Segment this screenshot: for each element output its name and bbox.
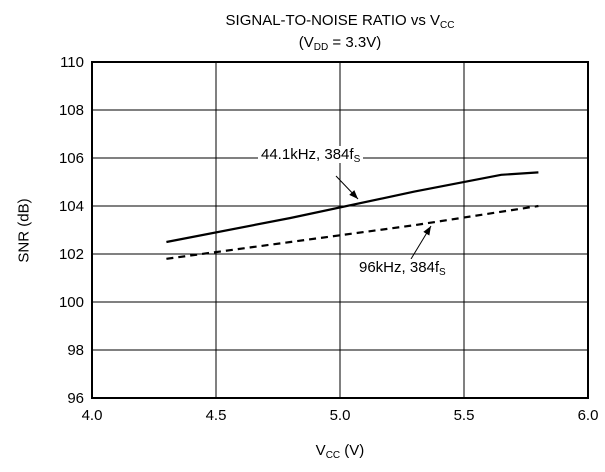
y-tick-label-1: 98	[67, 342, 84, 359]
series-label-96k: 96kHz, 384fS	[356, 259, 449, 278]
y-tick-label-5: 106	[59, 150, 84, 167]
chart-subtitle: (VDD = 3.3V)	[298, 34, 382, 53]
y-tick-label-6: 108	[59, 102, 84, 119]
series-label-44k: 44.1kHz, 384fS	[258, 146, 364, 165]
x-tick-label-4: 6.0	[578, 407, 599, 424]
chart-title: SIGNAL-TO-NOISE RATIO vs VCC	[225, 12, 455, 31]
y-tick-labels: 96 98 100 102 104 106 108 110	[59, 54, 84, 407]
y-tick-label-0: 96	[67, 390, 84, 407]
y-tick-label-4: 104	[59, 198, 84, 215]
x-axis-label: VCC (V)	[315, 442, 365, 461]
arrow-to-44k-line	[335, 175, 359, 200]
y-axis-label: SNR (dB)	[15, 198, 33, 263]
y-tick-label-3: 102	[59, 246, 84, 263]
series-line-0	[166, 171, 539, 244]
x-tick-label-2: 5.0	[330, 407, 351, 424]
x-tick-label-0: 4.0	[82, 407, 103, 424]
y-tick-label-2: 100	[59, 294, 84, 311]
x-tick-label-1: 4.5	[206, 407, 227, 424]
series-lines	[166, 171, 539, 260]
plot-frame	[91, 61, 589, 399]
x-tick-labels: 4.0 4.5 5.0 5.5 6.0	[82, 407, 599, 424]
series-line-1	[166, 204, 539, 260]
grid-lines	[92, 62, 588, 398]
annotation-arrows	[335, 175, 432, 260]
arrow-to-96k-line	[410, 225, 432, 260]
y-tick-label-7: 110	[60, 54, 84, 71]
x-tick-label-3: 5.5	[454, 407, 475, 424]
